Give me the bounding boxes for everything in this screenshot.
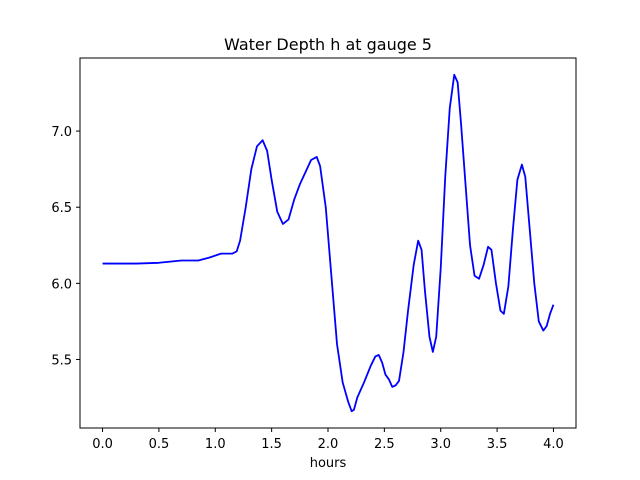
x-axis-label: hours <box>310 456 347 471</box>
x-tick-label: 4.0 <box>543 437 564 452</box>
y-tick-label: 6.5 <box>51 201 72 216</box>
y-tick-label: 5.5 <box>51 353 72 368</box>
y-tick-label: 7.0 <box>51 125 72 140</box>
y-tick-label: 6.0 <box>51 277 72 292</box>
x-tick-label: 2.0 <box>318 437 339 452</box>
x-tick-label: 0.5 <box>149 437 170 452</box>
x-tick-label: 0.0 <box>92 437 113 452</box>
chart-title: Water Depth h at gauge 5 <box>224 35 432 54</box>
x-tick-label: 1.0 <box>205 437 226 452</box>
x-axis: 0.0 0.5 1.0 1.5 2.0 2.5 3.0 3.5 4.0 <box>92 428 564 452</box>
x-tick-label: 2.5 <box>374 437 395 452</box>
y-axis: 5.5 6.0 6.5 7.0 <box>51 125 80 368</box>
x-tick-label: 1.5 <box>261 437 282 452</box>
plot-area <box>102 73 555 413</box>
x-tick-label: 3.5 <box>487 437 508 452</box>
series-line-0 <box>102 73 555 413</box>
x-tick-label: 3.0 <box>430 437 451 452</box>
